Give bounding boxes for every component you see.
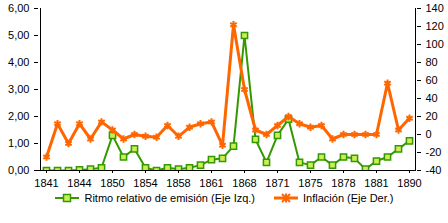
svg-text:1868: 1868 (232, 177, 256, 189)
svg-text:80: 80 (426, 56, 438, 68)
svg-text:1,00: 1,00 (8, 137, 29, 149)
svg-text:5,00: 5,00 (8, 29, 29, 41)
svg-text:60: 60 (426, 74, 438, 86)
svg-text:140: 140 (426, 2, 444, 14)
svg-text:1841: 1841 (34, 177, 58, 189)
svg-text:1854: 1854 (133, 177, 157, 189)
svg-text:20: 20 (426, 110, 438, 122)
svg-text:0,00: 0,00 (8, 164, 29, 176)
svg-text:-40: -40 (426, 164, 442, 176)
svg-text:6,00: 6,00 (8, 2, 29, 14)
svg-text:1878: 1878 (331, 177, 355, 189)
svg-text:1881: 1881 (364, 177, 388, 189)
svg-text:2,00: 2,00 (8, 110, 29, 122)
svg-text:1871: 1871 (265, 177, 289, 189)
svg-text:0: 0 (426, 128, 432, 140)
svg-text:1861: 1861 (199, 177, 223, 189)
svg-text:3,00: 3,00 (8, 83, 29, 95)
svg-text:1890: 1890 (397, 177, 421, 189)
svg-text:1858: 1858 (166, 177, 190, 189)
svg-text:1875: 1875 (298, 177, 322, 189)
svg-text:120: 120 (426, 20, 444, 32)
svg-text:100: 100 (426, 38, 444, 50)
svg-text:4,00: 4,00 (8, 56, 29, 68)
svg-text:-20: -20 (426, 146, 442, 158)
html-text:Inflación (Eje Der.): Inflación (Eje Der.) (303, 192, 394, 204)
svg-text:1850: 1850 (100, 177, 124, 189)
svg-text:1844: 1844 (67, 177, 91, 189)
html-text:Ritmo relativo de emisión (Eje: Ritmo relativo de emisión (Eje Izq.) (84, 192, 255, 204)
svg-text:40: 40 (426, 92, 438, 104)
